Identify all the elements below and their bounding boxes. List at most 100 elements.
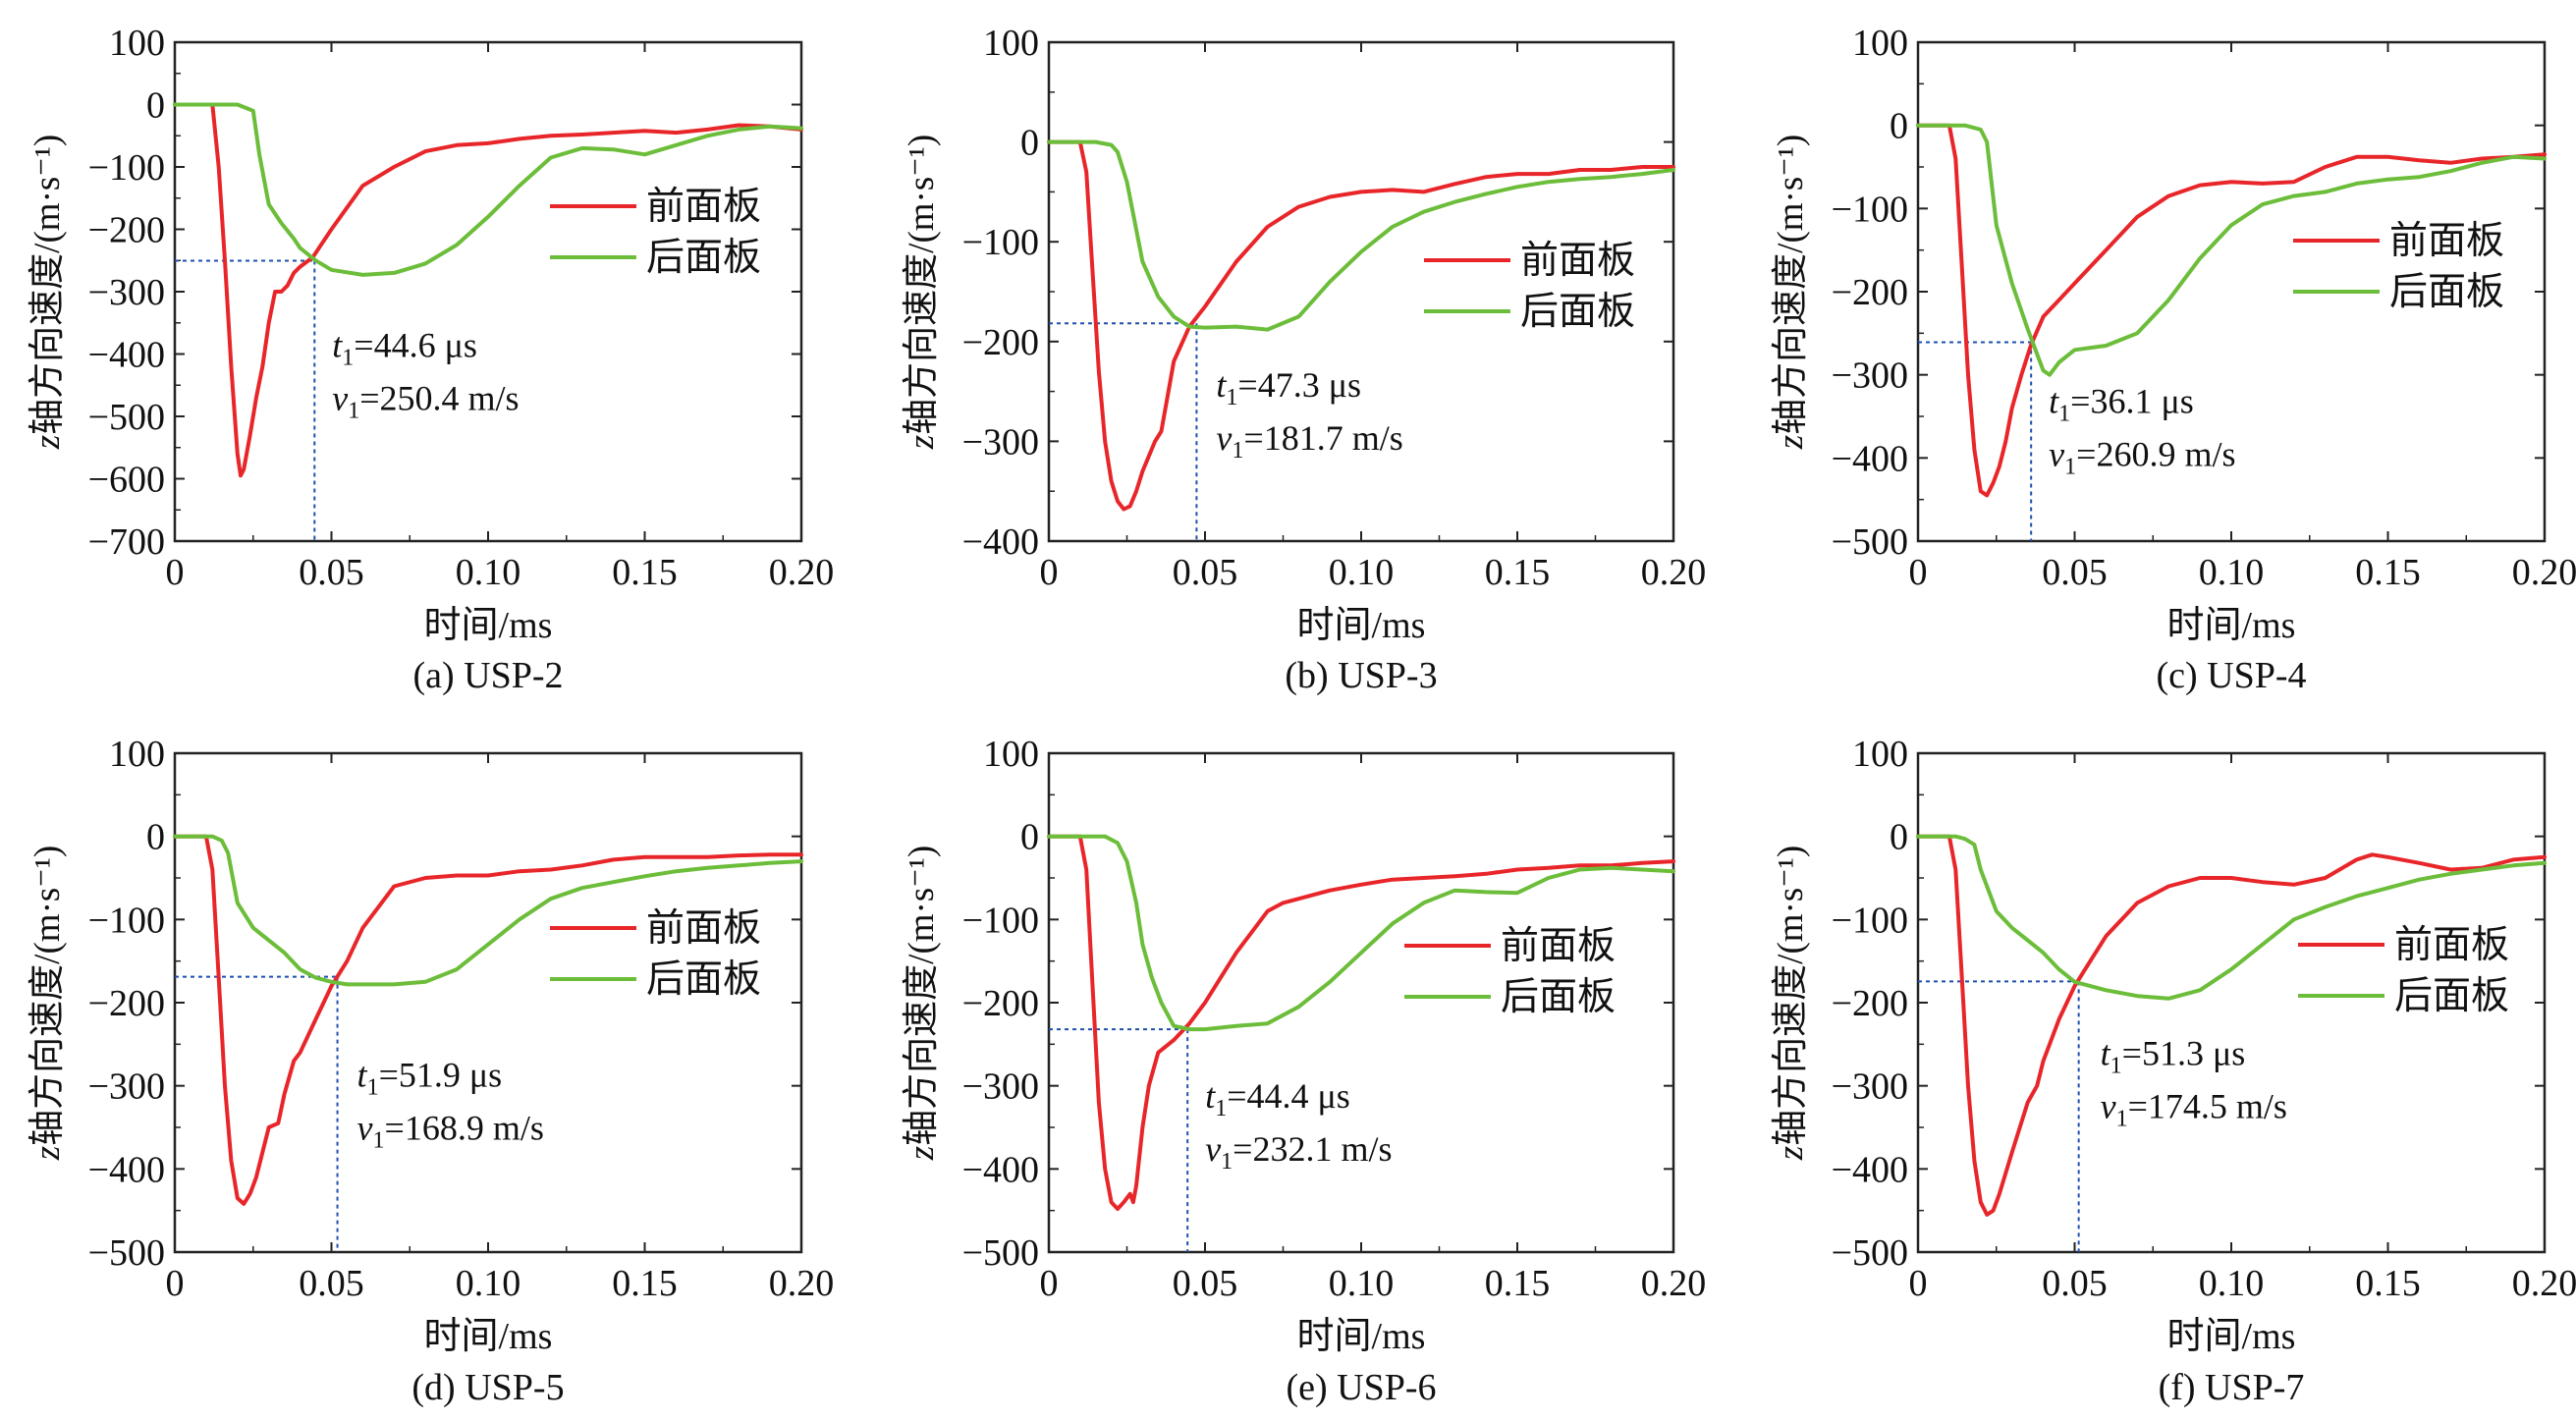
x-tick-label: 0.20 xyxy=(2512,552,2576,593)
chart-panel: 0 0.05 0.10 0.15 0.20 100 0 −100 −200 −300 −400 −50… xyxy=(1770,734,2576,1408)
y-tick-label: 100 xyxy=(1852,23,1908,64)
y-tick-label: −500 xyxy=(1832,521,1908,563)
annotation-t1: t1=51.9 μs xyxy=(357,1056,503,1101)
y-tick-label: 0 xyxy=(1890,817,1908,858)
series-back-panel-line xyxy=(1047,834,1675,1032)
legend-label: 前面板 xyxy=(1520,240,1635,282)
legend-label: 后面板 xyxy=(1501,976,1616,1018)
y-tick-label: −300 xyxy=(962,421,1039,463)
panel-caption: (f) USP-7 xyxy=(2159,1367,2305,1408)
legend-label: 后面板 xyxy=(2394,975,2509,1017)
x-tick-label: 0.10 xyxy=(456,1263,521,1304)
y-tick-label: −100 xyxy=(1832,189,1908,230)
x-axis-label: 时间/ms xyxy=(1297,1316,1426,1357)
annotation-t1: t1=44.6 μs xyxy=(332,326,477,371)
legend-label: 前面板 xyxy=(1501,925,1616,967)
x-tick-label: 0.10 xyxy=(1329,552,1395,593)
x-tick-label: 0.15 xyxy=(1485,552,1551,593)
x-tick-label: 0.05 xyxy=(2042,1263,2108,1304)
series-front-panel-line xyxy=(173,102,803,478)
x-tick-label: 0.05 xyxy=(299,552,364,593)
y-tick-label: −200 xyxy=(1832,983,1908,1024)
y-tick-label: −400 xyxy=(962,1149,1039,1190)
y-tick-label: 0 xyxy=(1890,106,1908,147)
x-axis-label: 时间/ms xyxy=(424,605,553,646)
series-back-panel-line xyxy=(1916,123,2547,377)
legend-label: 后面板 xyxy=(646,958,761,1001)
x-axis-label: 时间/ms xyxy=(2167,605,2296,646)
y-tick-label: 100 xyxy=(109,734,165,775)
y-tick-label: −300 xyxy=(88,1066,165,1108)
x-tick-label: 0.05 xyxy=(1173,1263,1238,1304)
panel-caption: (d) USP-5 xyxy=(411,1367,564,1408)
x-tick-label: 0 xyxy=(1909,1263,1928,1304)
y-tick-label: 0 xyxy=(1020,123,1039,164)
y-tick-label: −300 xyxy=(1832,1066,1908,1108)
x-tick-label: 0.20 xyxy=(769,552,835,593)
y-axis-label: z轴方向速度/(m·s⁻¹) xyxy=(901,846,942,1161)
annotation-v1: v1=232.1 m/s xyxy=(1205,1129,1392,1175)
legend-label: 前面板 xyxy=(646,186,761,228)
y-axis-label: z轴方向速度/(m·s⁻¹) xyxy=(1770,846,1811,1161)
series-back-panel-line xyxy=(173,834,803,987)
y-tick-label: 100 xyxy=(1852,734,1908,775)
x-tick-label: 0 xyxy=(1909,552,1928,593)
panel-caption: (b) USP-3 xyxy=(1285,655,1437,696)
y-axis-label: z轴方向速度/(m·s⁻¹) xyxy=(1770,135,1811,450)
annotation-v1: v1=168.9 m/s xyxy=(357,1109,544,1154)
y-tick-label: −400 xyxy=(88,1149,165,1190)
x-tick-label: 0 xyxy=(166,552,185,593)
x-tick-label: 0.05 xyxy=(2042,552,2108,593)
panel-caption: (a) USP-2 xyxy=(412,655,563,696)
legend-label: 前面板 xyxy=(646,907,761,950)
series-back-panel-line xyxy=(173,102,803,277)
y-tick-label: 100 xyxy=(983,734,1039,775)
legend-label: 后面板 xyxy=(1520,291,1635,333)
x-tick-label: 0 xyxy=(1040,1263,1059,1304)
x-tick-label: 0.05 xyxy=(299,1263,364,1304)
x-tick-label: 0.15 xyxy=(1485,1263,1551,1304)
annotation-v1: v1=174.5 m/s xyxy=(2101,1086,2287,1131)
y-tick-label: −200 xyxy=(962,983,1039,1024)
y-tick-label: −200 xyxy=(88,983,165,1024)
series-front-panel-line xyxy=(173,834,803,1206)
chart-panel: 0 0.05 0.10 0.15 0.20 100 0 −100 −200 −300 −400 −50… xyxy=(27,734,834,1408)
panel-caption: (e) USP-6 xyxy=(1286,1367,1436,1408)
y-tick-label: −300 xyxy=(1832,355,1908,397)
y-tick-label: 0 xyxy=(146,85,165,127)
annotation-v1: v1=181.7 m/s xyxy=(1216,418,1402,464)
annotation-t1: t1=51.3 μs xyxy=(2101,1033,2246,1078)
legend-label: 后面板 xyxy=(646,237,761,279)
chart-panel: 0 0.05 0.10 0.15 0.20 100 0 −100 −200 −300 −400 −50… xyxy=(901,734,1706,1408)
x-tick-label: 0.20 xyxy=(1641,552,1707,593)
x-tick-label: 0.20 xyxy=(1641,1263,1707,1304)
x-tick-label: 0.15 xyxy=(612,1263,678,1304)
y-axis-label: z轴方向速度/(m·s⁻¹) xyxy=(27,846,68,1161)
series-front-panel-line xyxy=(1047,834,1675,1211)
y-tick-label: 0 xyxy=(1020,817,1039,858)
y-tick-label: −500 xyxy=(962,1232,1039,1274)
x-tick-label: 0.10 xyxy=(456,552,521,593)
y-tick-label: −200 xyxy=(1832,272,1908,313)
y-axis-label: z轴方向速度/(m·s⁻¹) xyxy=(901,135,942,450)
x-tick-label: 0.10 xyxy=(1329,1263,1395,1304)
x-tick-label: 0 xyxy=(1040,552,1059,593)
plot-frame xyxy=(173,751,803,1254)
series-front-panel-line xyxy=(1916,123,2547,498)
y-tick-label: −500 xyxy=(1832,1232,1908,1274)
y-tick-label: 100 xyxy=(109,23,165,64)
legend-label: 前面板 xyxy=(2394,924,2509,966)
y-tick-label: −200 xyxy=(88,210,165,251)
y-tick-label: 0 xyxy=(146,817,165,858)
x-tick-label: 0.20 xyxy=(2512,1263,2576,1304)
x-tick-label: 0 xyxy=(166,1263,185,1304)
x-tick-label: 0.15 xyxy=(2355,1263,2421,1304)
x-axis-label: 时间/ms xyxy=(424,1316,553,1357)
series-back-panel-line xyxy=(1047,139,1675,332)
legend-label: 前面板 xyxy=(2389,220,2504,262)
y-tick-label: −700 xyxy=(88,521,165,563)
annotation-t1: t1=44.4 μs xyxy=(1205,1076,1350,1121)
x-axis-label: 时间/ms xyxy=(1297,605,1426,646)
y-tick-label: −400 xyxy=(1832,1149,1908,1190)
series-front-panel-line xyxy=(1916,834,2547,1217)
